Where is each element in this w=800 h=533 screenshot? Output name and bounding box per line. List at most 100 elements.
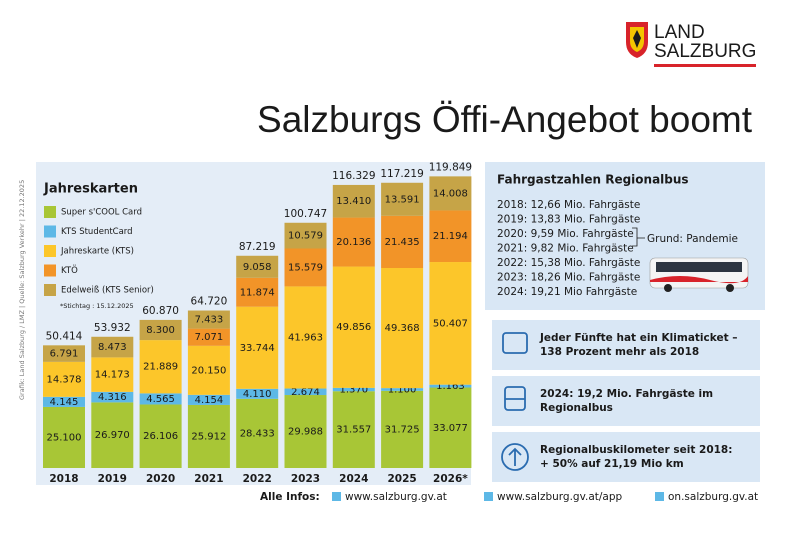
- segment-label: 4.110: [243, 389, 272, 400]
- bar-segment: [332, 266, 375, 388]
- legend-swatch: [44, 206, 56, 218]
- legend-swatch: [44, 284, 56, 296]
- segment-label: 49.856: [336, 322, 371, 333]
- total-label: 60.870: [142, 305, 179, 317]
- chart-title: Jahreskarten: [43, 182, 138, 197]
- footer-link[interactable]: www.salzburg.gv.at/app: [497, 491, 623, 503]
- bar-segment: [429, 384, 472, 388]
- side-row: 2020: 9,59 Mio. Fahrgäste: [497, 228, 634, 240]
- x-tick-label: 2026*: [433, 473, 468, 485]
- info-text: Regionalbuskilometer seit 2018:: [540, 444, 732, 456]
- info-text: 138 Prozent mehr als 2018: [540, 346, 699, 358]
- logo: [626, 22, 648, 58]
- bar-segment: [236, 306, 279, 389]
- side-row: 2024: 19,21 Mio Fahrgäste: [497, 286, 637, 298]
- bar-segment: [429, 262, 472, 385]
- info-box: [492, 432, 760, 482]
- bus-small-icon: [504, 386, 526, 411]
- bar-segment: [284, 388, 327, 396]
- bar-segment: [332, 217, 375, 267]
- segment-label: 13.410: [336, 196, 371, 207]
- segment-label: 26.970: [95, 430, 130, 441]
- segment-label: 15.579: [288, 262, 323, 273]
- bar-segment: [139, 340, 182, 394]
- segment-label: 25.912: [191, 431, 226, 442]
- total-label: 116.329: [332, 170, 375, 182]
- bar-segment: [284, 222, 327, 249]
- x-tick-label: 2025: [387, 473, 416, 485]
- segment-label: 14.173: [95, 370, 130, 381]
- bar-segment: [332, 391, 375, 468]
- logo-text: SALZBURG: [654, 41, 756, 62]
- info-box: [492, 320, 760, 370]
- bar-segment: [332, 387, 375, 392]
- segment-label: 21.194: [433, 231, 468, 242]
- bar-segment: [43, 396, 85, 407]
- segment-label: 21.889: [143, 362, 178, 373]
- ticket-icon: [502, 332, 528, 354]
- segment-label: 4.154: [195, 395, 224, 406]
- bar-segment: [284, 286, 327, 389]
- footer-link[interactable]: on.salzburg.gv.at: [668, 491, 758, 503]
- bracket: [632, 227, 645, 247]
- legend-swatch: [44, 245, 56, 257]
- total-label: 117.219: [380, 168, 423, 180]
- chart-note: *Stichtag : 15.12.2025: [60, 302, 134, 310]
- segment-label: 20.136: [336, 237, 371, 248]
- info-text: + 50% auf 21,19 Mio km: [540, 458, 684, 470]
- legend-label: Super s'COOL Card: [61, 208, 142, 218]
- bar-segment: [187, 328, 230, 346]
- info-text: Regionalbus: [540, 402, 613, 414]
- bar-segment: [43, 406, 85, 468]
- bar-segment: [187, 404, 230, 468]
- arrow-icon: [501, 443, 529, 471]
- footer-label: Alle Infos:: [260, 491, 320, 503]
- segment-label: 25.100: [47, 432, 82, 443]
- bar-segment: [236, 398, 279, 468]
- info-box: [492, 376, 760, 426]
- bar-segment: [381, 215, 424, 268]
- x-tick-label: 2023: [291, 473, 320, 485]
- bar-segment: [429, 210, 472, 263]
- total-label: 53.932: [94, 322, 131, 334]
- legend-label: Edelweiß (KTS Senior): [61, 286, 154, 296]
- segment-label: 8.473: [98, 342, 127, 353]
- side-row: 2023: 18,26 Mio. Fahrgäste: [497, 272, 640, 284]
- chart: 25.100 4.145 14.378 6.791 50.414 2018 26.970 4.…: [43, 161, 472, 485]
- side-rows: 2018: 12,66 Mio. Fahrgäste 2019: 13,83 Mi…: [497, 199, 640, 298]
- bar-segment: [139, 393, 182, 405]
- segment-label: 13.591: [385, 194, 420, 205]
- segment-label: 4.316: [98, 392, 127, 403]
- bar-segment: [381, 182, 424, 216]
- segment-label: 1.100: [388, 384, 417, 395]
- segment-label: 14.378: [47, 374, 82, 385]
- bar-segment: [91, 391, 134, 403]
- legend-label: KTÖ: [61, 265, 78, 276]
- segment-label: 33.077: [433, 423, 468, 434]
- segment-label: 10.579: [288, 231, 323, 242]
- side-note: Grund: Pandemie: [647, 233, 738, 245]
- segment-label: 1.370: [339, 385, 368, 396]
- total-label: 64.720: [191, 296, 228, 308]
- bar-segment: [91, 402, 134, 468]
- segment-label: 14.008: [433, 188, 468, 199]
- segment-label: 21.435: [385, 237, 420, 248]
- credit: Grafik: Land Salzburg / LMZ | Quelle: Sa…: [18, 180, 26, 400]
- bar-segment: [381, 390, 424, 468]
- x-tick-label: 2024: [339, 473, 368, 485]
- footer-link[interactable]: www.salzburg.gv.at: [345, 491, 447, 503]
- x-tick-label: 2019: [98, 473, 127, 485]
- bar-segment: [139, 404, 182, 468]
- segment-label: 11.874: [240, 287, 275, 298]
- segment-label: 4.145: [50, 397, 79, 408]
- bar-segment: [332, 184, 375, 218]
- logo-text: LAND: [654, 22, 705, 43]
- bar-segment: [43, 345, 85, 362]
- side-title: Fahrgastzahlen Regionalbus: [497, 173, 689, 187]
- bar-segment: [381, 388, 424, 391]
- bar-segment: [284, 248, 327, 287]
- bar-segment: [187, 345, 230, 395]
- x-tick-label: 2022: [243, 473, 272, 485]
- segment-label: 20.150: [191, 365, 226, 376]
